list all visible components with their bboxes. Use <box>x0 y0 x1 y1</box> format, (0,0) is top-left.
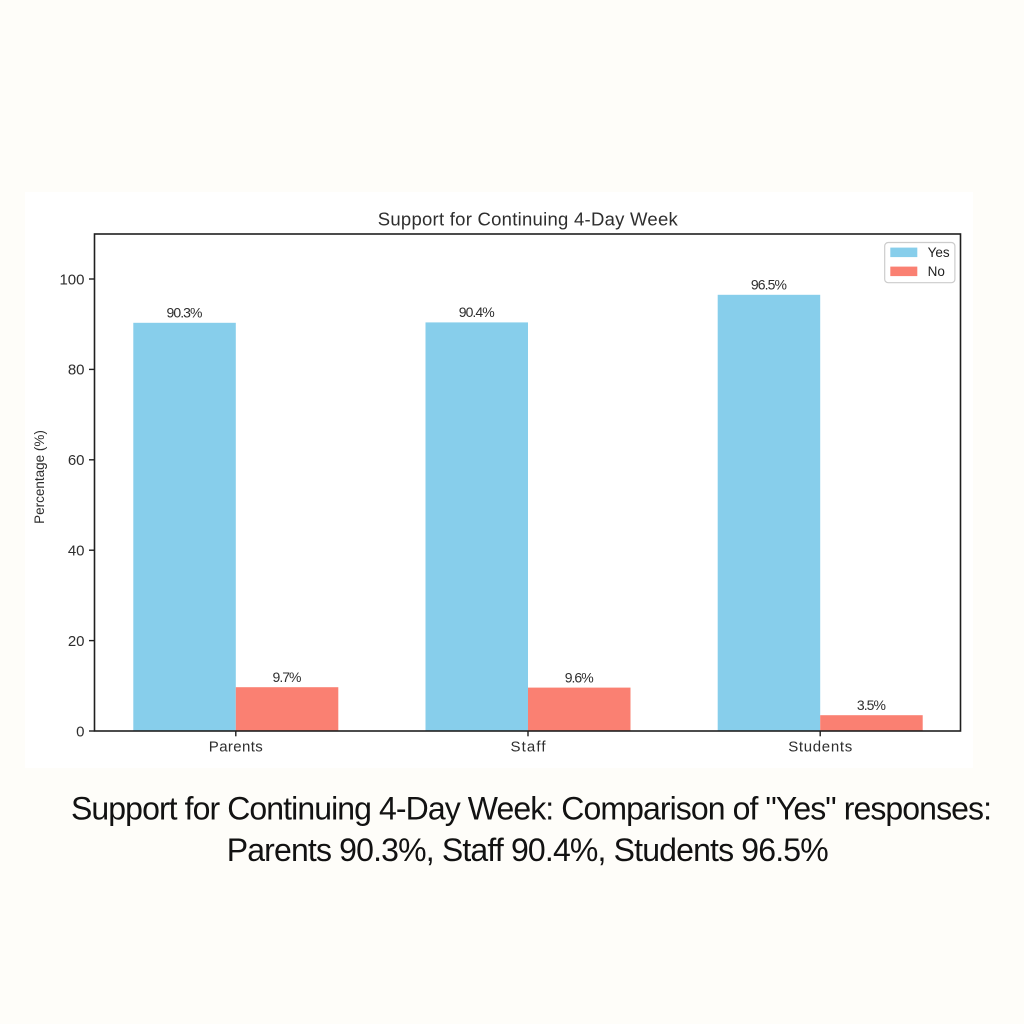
svg-text:Yes: Yes <box>928 245 950 260</box>
svg-text:96.5%: 96.5% <box>751 277 787 293</box>
svg-text:Support for Continuing 4-Day W: Support for Continuing 4-Day Week <box>378 208 679 229</box>
svg-text:9.6%: 9.6% <box>565 669 594 685</box>
svg-text:3.5%: 3.5% <box>857 697 886 713</box>
svg-text:60: 60 <box>68 452 85 469</box>
svg-text:Staff: Staff <box>511 739 547 756</box>
svg-text:100: 100 <box>59 271 84 288</box>
svg-text:80: 80 <box>68 362 85 379</box>
svg-text:Percentage (%): Percentage (%) <box>32 430 47 524</box>
svg-text:No: No <box>928 264 945 279</box>
svg-text:40: 40 <box>68 543 85 560</box>
svg-text:Parents 90.3%, Staff 90.4%, St: Parents 90.3%, Staff 90.4%, Students 96.… <box>227 832 829 868</box>
svg-text:90.3%: 90.3% <box>167 305 203 321</box>
svg-text:9.7%: 9.7% <box>273 669 302 685</box>
svg-text:Parents: Parents <box>209 739 263 756</box>
svg-text:90.4%: 90.4% <box>459 304 495 320</box>
svg-text:20: 20 <box>68 633 85 650</box>
svg-text:Support for Continuing 4-Day W: Support for Continuing 4-Day Week: Compa… <box>71 791 992 827</box>
svg-text:Students: Students <box>788 739 852 756</box>
svg-text:0: 0 <box>76 723 84 740</box>
